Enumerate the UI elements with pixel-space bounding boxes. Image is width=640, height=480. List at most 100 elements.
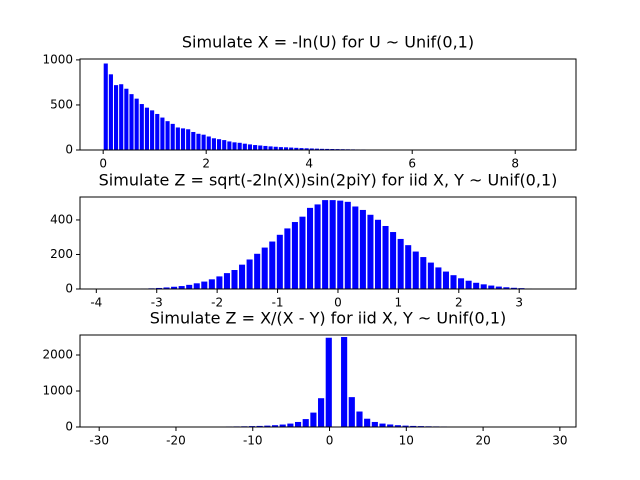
bar [465, 280, 472, 289]
bar [379, 423, 386, 427]
bar [232, 142, 237, 150]
bar [510, 287, 517, 289]
bar [113, 85, 119, 150]
bar [144, 107, 150, 150]
bar [256, 425, 263, 427]
bar [261, 247, 268, 289]
bar [227, 141, 232, 150]
bar [165, 121, 170, 150]
bar [264, 425, 271, 427]
bar [480, 284, 487, 289]
bar [242, 143, 247, 150]
bar [314, 148, 319, 150]
bar [287, 423, 294, 427]
bar [180, 128, 186, 150]
bar [299, 148, 304, 150]
x-tick-label: -10 [243, 434, 263, 448]
bar [283, 147, 289, 150]
subplot-title: Simulate Z = X/(X - Y) for iid X, Y ~ Un… [150, 309, 506, 328]
bar [374, 219, 382, 289]
bar [367, 214, 374, 289]
bar [291, 222, 298, 289]
bar [196, 133, 201, 150]
bar [294, 147, 299, 150]
bar [201, 281, 208, 289]
bar [193, 283, 200, 289]
bar [382, 225, 389, 289]
bar [488, 285, 495, 289]
y-tick-label: 500 [50, 97, 73, 111]
bar [329, 200, 336, 289]
axes-frame [79, 58, 577, 151]
bar [276, 234, 283, 289]
x-tick-label: 0 [334, 296, 342, 310]
x-tick-label: -20 [166, 434, 186, 448]
bar [269, 241, 276, 289]
bar [307, 207, 314, 289]
bar [402, 425, 409, 427]
bar [450, 275, 457, 289]
x-tick-label: -3 [151, 296, 163, 310]
bar [254, 253, 261, 289]
bar [129, 94, 134, 150]
bar [178, 286, 185, 289]
x-tick-label: 10 [399, 434, 414, 448]
bar [279, 424, 286, 427]
bar [352, 206, 359, 289]
bar [503, 287, 510, 289]
x-tick-label: 0 [326, 434, 334, 448]
bar [231, 270, 238, 289]
x-tick-label: 20 [475, 434, 490, 448]
bar [397, 238, 404, 289]
bar [171, 286, 178, 289]
bar [318, 398, 325, 427]
x-tick-label: 30 [552, 434, 567, 448]
bar [211, 138, 216, 150]
bar [325, 337, 332, 427]
bar [341, 337, 348, 427]
bar [124, 88, 129, 150]
bar [273, 146, 278, 150]
bar [310, 412, 317, 427]
bar [364, 418, 371, 427]
bar [325, 148, 330, 150]
bar [170, 123, 175, 150]
bar [442, 271, 449, 289]
y-tick-label: 1000 [42, 384, 73, 398]
bar [314, 204, 321, 289]
x-tick-label: -30 [89, 434, 109, 448]
bar [412, 251, 419, 289]
bar [237, 142, 242, 150]
bar [150, 110, 155, 150]
x-tick-label: 8 [511, 157, 519, 171]
bar [247, 144, 253, 150]
bar [304, 148, 309, 150]
bar [320, 148, 325, 150]
bar [348, 397, 355, 427]
bar [103, 63, 108, 150]
bar [302, 419, 309, 427]
bar [246, 259, 253, 289]
x-tick-label: 6 [408, 157, 416, 171]
bar [387, 424, 394, 427]
bar [390, 232, 397, 289]
bar [271, 425, 279, 427]
y-tick-label: 2000 [42, 348, 73, 362]
axes-frame [79, 334, 577, 428]
bar [405, 245, 412, 289]
bar [160, 117, 165, 150]
bar [191, 131, 196, 150]
bar [119, 84, 124, 150]
bar [495, 286, 502, 289]
axes-frame [79, 196, 577, 290]
bar [139, 104, 144, 150]
y-tick-label: 0 [65, 143, 73, 157]
bar [201, 134, 206, 150]
bar [420, 257, 427, 289]
bar [222, 140, 227, 150]
bar [253, 145, 258, 150]
x-tick-label: 2 [202, 157, 210, 171]
bar [186, 284, 193, 289]
bar [175, 127, 180, 150]
y-tick-label: 200 [50, 247, 73, 261]
